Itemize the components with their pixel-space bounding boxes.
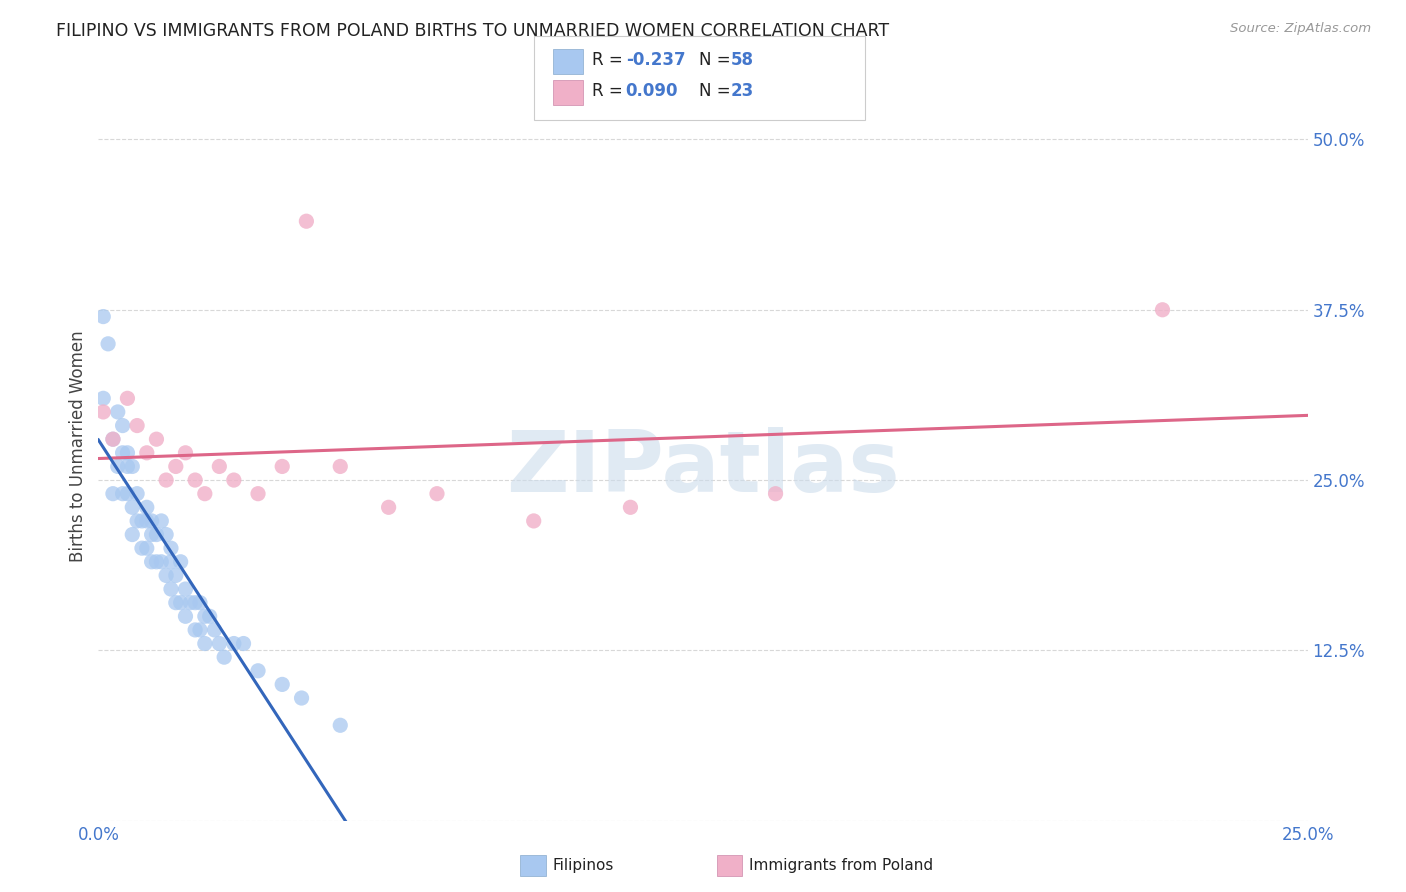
- Point: [208, 636, 231, 650]
- Point: [101, 486, 124, 500]
- Text: Filipinos: Filipinos: [553, 858, 614, 872]
- Point: [271, 459, 294, 474]
- Point: [194, 636, 217, 650]
- Point: [111, 446, 134, 460]
- Point: [295, 214, 318, 228]
- Point: [121, 459, 143, 474]
- Text: ZIPatlas: ZIPatlas: [506, 427, 900, 510]
- Point: [765, 486, 787, 500]
- Point: [155, 568, 177, 582]
- Point: [141, 514, 163, 528]
- Point: [222, 473, 245, 487]
- Point: [145, 555, 167, 569]
- Point: [160, 582, 183, 596]
- Point: [188, 623, 211, 637]
- Point: [222, 636, 245, 650]
- Text: Source: ZipAtlas.com: Source: ZipAtlas.com: [1230, 22, 1371, 36]
- Point: [377, 500, 399, 515]
- Text: 23: 23: [731, 82, 755, 100]
- Point: [117, 392, 139, 406]
- Point: [165, 568, 187, 582]
- Point: [184, 473, 207, 487]
- Point: [426, 486, 449, 500]
- Point: [247, 664, 270, 678]
- Point: [329, 718, 352, 732]
- Point: [174, 446, 197, 460]
- Point: [135, 446, 157, 460]
- Point: [174, 582, 197, 596]
- Point: [111, 418, 134, 433]
- Point: [135, 500, 157, 515]
- Point: [184, 596, 207, 610]
- Point: [121, 500, 143, 515]
- Point: [111, 486, 134, 500]
- Point: [131, 541, 153, 556]
- Point: [91, 405, 114, 419]
- Point: [169, 555, 191, 569]
- Text: 0.090: 0.090: [626, 82, 678, 100]
- Point: [131, 514, 153, 528]
- Point: [155, 527, 177, 541]
- Point: [232, 636, 254, 650]
- Point: [91, 310, 114, 324]
- Point: [198, 609, 221, 624]
- Point: [127, 514, 149, 528]
- Point: [160, 555, 183, 569]
- Point: [117, 459, 139, 474]
- Point: [160, 541, 183, 556]
- Text: Immigrants from Poland: Immigrants from Poland: [749, 858, 934, 872]
- Text: R =: R =: [592, 82, 628, 100]
- Point: [179, 596, 201, 610]
- Point: [523, 514, 546, 528]
- Point: [107, 405, 129, 419]
- Point: [101, 432, 124, 446]
- Point: [145, 432, 167, 446]
- Point: [97, 336, 120, 351]
- Point: [107, 459, 129, 474]
- Point: [174, 609, 197, 624]
- Point: [117, 446, 139, 460]
- Y-axis label: Births to Unmarried Women: Births to Unmarried Women: [69, 330, 87, 562]
- Point: [204, 623, 226, 637]
- Point: [141, 527, 163, 541]
- Point: [121, 527, 143, 541]
- Point: [150, 514, 173, 528]
- Point: [127, 418, 149, 433]
- Text: N =: N =: [699, 51, 735, 69]
- Point: [145, 527, 167, 541]
- Point: [194, 609, 217, 624]
- Point: [165, 459, 187, 474]
- Point: [101, 432, 124, 446]
- Point: [1152, 302, 1174, 317]
- Point: [271, 677, 294, 691]
- Point: [290, 691, 312, 706]
- Point: [208, 459, 231, 474]
- Text: N =: N =: [699, 82, 735, 100]
- Point: [619, 500, 641, 515]
- Point: [127, 486, 149, 500]
- Point: [165, 596, 187, 610]
- Point: [135, 541, 157, 556]
- Point: [117, 486, 139, 500]
- Point: [212, 650, 235, 665]
- Point: [194, 486, 217, 500]
- Point: [247, 486, 270, 500]
- Text: -0.237: -0.237: [626, 51, 685, 69]
- Point: [91, 392, 114, 406]
- Text: 58: 58: [731, 51, 754, 69]
- Text: FILIPINO VS IMMIGRANTS FROM POLAND BIRTHS TO UNMARRIED WOMEN CORRELATION CHART: FILIPINO VS IMMIGRANTS FROM POLAND BIRTH…: [56, 22, 890, 40]
- Point: [329, 459, 352, 474]
- Point: [135, 514, 157, 528]
- Point: [141, 555, 163, 569]
- Point: [155, 473, 177, 487]
- Point: [169, 596, 191, 610]
- Text: R =: R =: [592, 51, 628, 69]
- Point: [150, 555, 173, 569]
- Point: [188, 596, 211, 610]
- Point: [184, 623, 207, 637]
